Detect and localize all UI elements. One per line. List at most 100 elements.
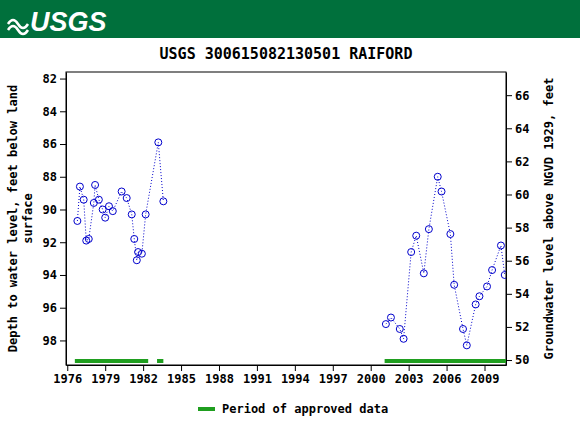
title: USGS 300615082130501 RAIFORD: [160, 45, 413, 63]
data-point: [463, 342, 470, 349]
tick-mark: [506, 194, 512, 195]
tick-label: 2006: [433, 372, 462, 386]
data-point: [408, 249, 415, 256]
tick-mark: [506, 360, 512, 361]
tick-mark: [506, 228, 512, 229]
data-point: [382, 321, 389, 328]
data-point: [123, 195, 130, 202]
chart: USGS USGS 300615082130501 RAIFORD 1976 1979…: [0, 0, 580, 430]
tick-mark: [60, 340, 66, 341]
approved-period: [75, 359, 148, 363]
tick-label: 66: [515, 89, 529, 103]
data-point: [80, 196, 87, 203]
tick-mark: [506, 327, 512, 328]
tick-mark: [295, 365, 296, 371]
tick-mark: [60, 111, 66, 112]
tick: 1985: [167, 365, 196, 386]
x-axis-line: [67, 365, 507, 366]
tick-label: 62: [515, 155, 529, 169]
plot-area: [74, 139, 506, 363]
tick: 1976: [53, 365, 82, 386]
tick: 90: [43, 203, 66, 217]
tick: 64: [506, 122, 529, 136]
tick-mark: [447, 365, 448, 371]
tick-mark: [60, 275, 66, 276]
data-point: [128, 211, 135, 218]
data-point: [420, 270, 427, 277]
series-line: [77, 142, 504, 345]
data-point: [92, 181, 99, 188]
logo: USGS: [30, 7, 107, 37]
banner: [0, 0, 580, 38]
tick: 1991: [243, 365, 272, 386]
tick-label: 1994: [281, 372, 310, 386]
tick: 86: [43, 137, 66, 151]
tick-mark: [506, 161, 512, 162]
data-point: [425, 226, 432, 233]
tick: 60: [506, 188, 529, 202]
tick-mark: [105, 365, 106, 371]
tick: 1982: [129, 365, 158, 386]
y-axis-title-line: surface: [21, 193, 35, 244]
tick-label: 64: [515, 122, 529, 136]
tick-label: 86: [43, 137, 57, 151]
tick-label: 96: [43, 301, 57, 315]
tick-mark: [60, 242, 66, 243]
tick-mark: [409, 365, 410, 371]
tick-label: 90: [43, 203, 57, 217]
data-point: [138, 250, 145, 257]
tick-label: 92: [43, 236, 57, 250]
tick-label: 60: [515, 188, 529, 202]
data-point: [438, 188, 445, 195]
tick-mark: [60, 79, 66, 80]
y-axis-title: Depth to water level, feet below landsur…: [6, 85, 35, 352]
data-point: [501, 271, 506, 278]
tick: 84: [43, 105, 66, 119]
tick-mark: [257, 365, 258, 371]
tick-mark: [485, 365, 486, 371]
data-point: [118, 188, 125, 195]
y2-axis-line: [506, 73, 507, 366]
data-point: [95, 196, 102, 203]
tick-label: 58: [515, 221, 529, 235]
data-point: [160, 198, 167, 205]
tick: 82: [43, 72, 66, 86]
legend-swatch: [198, 407, 215, 411]
data-point: [133, 257, 140, 264]
tick: 62: [506, 155, 529, 169]
data-point: [497, 242, 504, 249]
legend-label: Period of approved data: [222, 402, 388, 416]
tick: 94: [43, 268, 66, 282]
tick: 54: [506, 287, 529, 301]
data-point: [460, 325, 467, 332]
tick-label: 82: [43, 72, 57, 86]
x-axis: 1976197919821985198819911994199720002003…: [53, 365, 506, 386]
tick-label: 1979: [91, 372, 120, 386]
approved-period: [385, 359, 506, 363]
tick: 56: [506, 254, 529, 268]
y2-axis-title: Groundwater level above NGVD 1929, feet: [542, 78, 556, 360]
tick-label: 88: [43, 170, 57, 184]
data-point: [102, 214, 109, 221]
tick: 2003: [395, 365, 424, 386]
tick-mark: [67, 365, 68, 371]
plot-frame: [66, 72, 506, 365]
tick: 52: [506, 320, 529, 334]
approved-period: [157, 359, 163, 363]
tick-label: 98: [43, 334, 57, 348]
tick-label: 1991: [243, 372, 272, 386]
data-point: [447, 231, 454, 238]
tick-label: 84: [43, 105, 57, 119]
tick: 2006: [433, 365, 462, 386]
tick-mark: [506, 128, 512, 129]
y-axis: 82 84 86 88 90 92 94 96 98: [43, 72, 67, 366]
tick: 98: [43, 334, 66, 348]
legend: Period of approved data: [198, 402, 388, 416]
data-point: [472, 301, 479, 308]
tick-label: 2009: [471, 372, 500, 386]
tick-label: 52: [515, 320, 529, 334]
y-axis-title-line: Depth to water level, feet below land: [6, 85, 20, 352]
tick: 2009: [471, 365, 500, 386]
tick-mark: [506, 95, 512, 96]
tick-mark: [60, 209, 66, 210]
